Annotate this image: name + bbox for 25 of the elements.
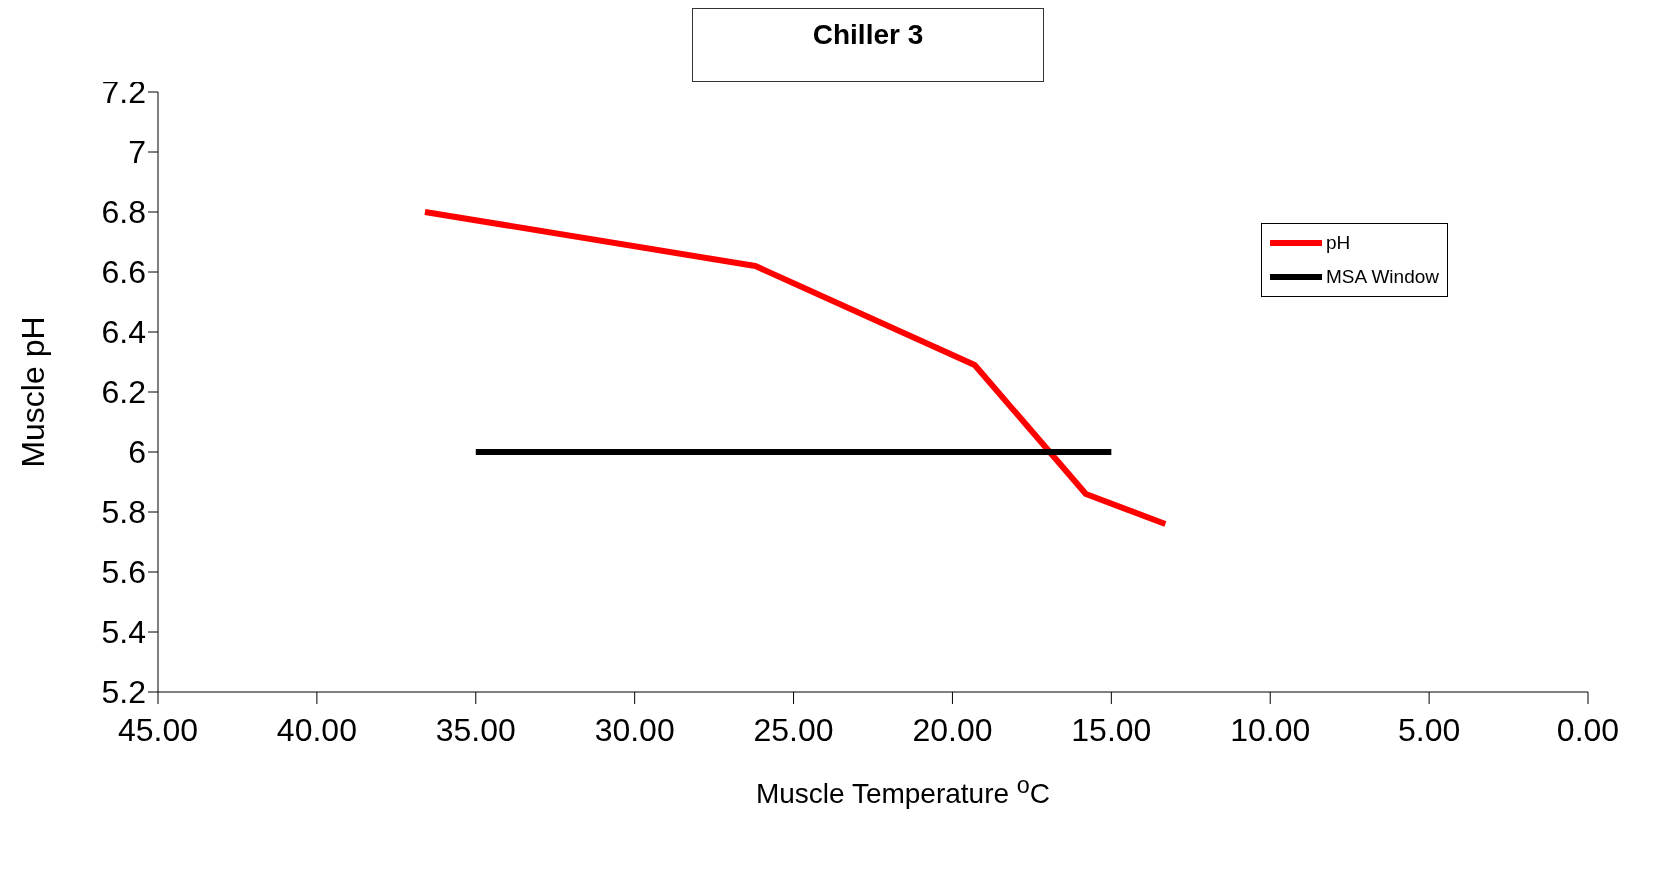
x-tick-label: 10.00 <box>1230 711 1311 748</box>
x-tick-label: 5.00 <box>1397 711 1461 748</box>
legend-label: MSA Window <box>1326 265 1439 289</box>
legend-label: pH <box>1326 231 1351 255</box>
x-tick-label: 45.00 <box>117 711 199 748</box>
x-axis-title: Muscle Temperature $^{o}$C <box>754 772 1052 811</box>
y-tick-label: 6.2 <box>101 374 146 411</box>
y-tick-label: 5.8 <box>101 494 146 531</box>
x-tick-label: 40.00 <box>276 711 357 748</box>
y-tick-label: 5.6 <box>101 554 146 591</box>
x-tick-label: 20.00 <box>912 711 993 748</box>
y-tick-label: 5.4 <box>101 614 146 651</box>
y-tick-label: 6.6 <box>101 254 146 291</box>
x-tick-label: 35.00 <box>435 711 516 748</box>
x-tick-label: 30.00 <box>594 711 675 748</box>
x-tick-label: 25.00 <box>753 711 834 748</box>
y-tick-label: 5.2 <box>101 674 146 711</box>
y-axis-title: Muscle pH <box>15 316 52 468</box>
y-tick-label: 7 <box>128 134 146 171</box>
x-tick-label: 0.00 <box>1556 711 1620 748</box>
x-tick-label: 15.00 <box>1071 711 1152 748</box>
y-tick-label: 6.4 <box>101 314 146 351</box>
chart-title: Chiller 3 <box>691 8 1045 82</box>
y-tick-label: 6.8 <box>101 194 146 231</box>
y-tick-label: 6 <box>128 434 146 471</box>
